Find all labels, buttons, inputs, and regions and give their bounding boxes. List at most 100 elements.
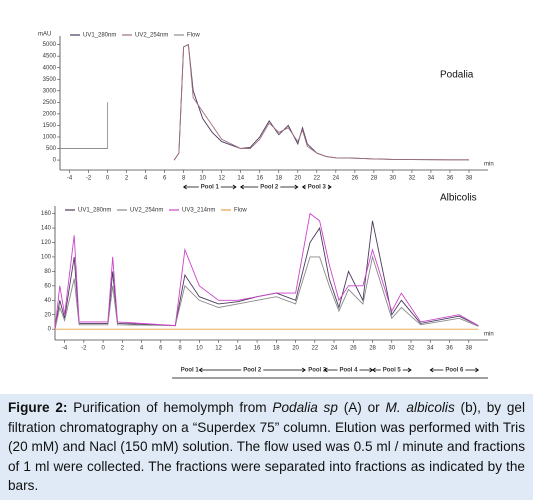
pool-label: Pool 1 <box>181 368 200 374</box>
pool-arrow <box>198 367 306 373</box>
y-axis-label: mAU <box>38 32 51 38</box>
series-line <box>173 43 469 161</box>
x-tick-label: -4 <box>67 176 73 182</box>
series-line <box>54 212 479 330</box>
x-tick-label: 20 <box>294 176 301 182</box>
y-tick-label: 0 <box>48 327 52 333</box>
x-tick-label: 8 <box>178 346 182 352</box>
pool-arrow <box>429 367 480 373</box>
caption-label: Figure 2: <box>8 400 68 415</box>
caption-text: Podalia sp <box>272 400 338 415</box>
pool-label-bg <box>241 366 264 374</box>
x-tick-label: 6 <box>159 346 163 352</box>
caption-text: Purification of hemolymph from <box>67 400 273 415</box>
y-tick-label: 160 <box>41 211 52 217</box>
x-tick-label: 6 <box>163 176 167 182</box>
x-tick-label: 24 <box>331 346 338 352</box>
x-tick-label: 22 <box>313 176 320 182</box>
x-tick-label: 18 <box>273 346 280 352</box>
x-tick-label: 18 <box>275 176 282 182</box>
x-tick-label: 12 <box>215 346 222 352</box>
series-line <box>173 43 469 161</box>
x-tick-label: 4 <box>144 176 148 182</box>
legend-label: Flow <box>234 208 247 214</box>
x-axis-label: min <box>484 332 494 338</box>
pool-arrow <box>239 184 299 190</box>
legend-label: UV1_280nm <box>83 33 116 39</box>
chart-title: Podalia <box>440 70 474 81</box>
x-tick-label: 14 <box>234 346 241 352</box>
pool-label: Pool 1 <box>201 185 220 191</box>
pool-label: Pool 2 <box>260 185 279 191</box>
legend-label: UV3_214nm <box>182 208 215 214</box>
x-tick-label: 16 <box>254 346 261 352</box>
x-tick-label: 36 <box>447 176 454 182</box>
x-tick-label: 20 <box>292 346 299 352</box>
x-tick-label: 24 <box>332 176 339 182</box>
y-tick-label: 1000 <box>43 135 57 141</box>
x-tick-label: 26 <box>352 176 359 182</box>
pool-label-bg <box>380 366 403 374</box>
x-tick-label: -2 <box>86 176 92 182</box>
chart-title: Albicolis <box>440 193 477 204</box>
y-tick-label: 1500 <box>43 123 57 129</box>
legend-label: UV1_280nm <box>78 208 111 214</box>
pool-label-bg <box>305 183 328 191</box>
pool-label: Pool 5 <box>383 368 402 374</box>
pool-label-bg <box>198 183 221 191</box>
y-tick-label: 500 <box>46 146 57 152</box>
x-tick-label: 0 <box>101 346 105 352</box>
x-tick-label: 30 <box>390 176 397 182</box>
pool-label: Pool 3 <box>308 368 327 374</box>
caption: Figure 2: Purification of hemolymph from… <box>0 394 533 500</box>
y-tick-label: 100 <box>41 255 52 261</box>
pool-label-bg <box>178 366 201 374</box>
x-tick-label: 36 <box>446 346 453 352</box>
x-tick-label: 0 <box>106 176 110 182</box>
x-tick-label: 32 <box>408 346 415 352</box>
pool-label: Pool 4 <box>339 368 358 374</box>
x-tick-label: 10 <box>196 346 203 352</box>
x-tick-label: -2 <box>81 346 87 352</box>
x-tick-label: 2 <box>125 176 129 182</box>
x-tick-label: 16 <box>256 176 263 182</box>
x-tick-label: 32 <box>409 176 416 182</box>
x-tick-label: 14 <box>237 176 244 182</box>
x-tick-label: 4 <box>140 346 144 352</box>
pool-label-bg <box>306 366 329 374</box>
series-line <box>54 255 479 330</box>
x-tick-label: 28 <box>371 176 378 182</box>
x-tick-label: 38 <box>465 346 472 352</box>
caption-text: (A) or <box>337 400 386 415</box>
pool-label: Pool 6 <box>445 368 464 374</box>
y-tick-label: 4000 <box>43 65 57 71</box>
y-tick-label: 2000 <box>43 111 57 117</box>
caption-text: (b), by gel filtration chromatography on… <box>8 400 526 493</box>
figure: 0500100015002000250030003500400045005000… <box>38 32 494 379</box>
y-tick-label: 40 <box>44 298 51 304</box>
legend-label: UV2_254nm <box>130 208 163 214</box>
x-tick-label: 26 <box>350 346 357 352</box>
pool-label: Pool 3 <box>308 185 327 191</box>
pool-label-bg <box>337 366 360 374</box>
x-axis-label: min <box>484 162 494 168</box>
y-tick-label: 5000 <box>43 42 57 48</box>
y-tick-label: 60 <box>44 283 51 289</box>
x-tick-label: 38 <box>466 176 473 182</box>
pool-label: Pool 2 <box>243 368 262 374</box>
y-tick-label: 4500 <box>43 54 57 60</box>
x-tick-label: 34 <box>428 176 435 182</box>
x-tick-label: 8 <box>182 176 186 182</box>
pool-arrow <box>182 184 237 190</box>
caption-text: M. albicolis <box>385 400 455 415</box>
y-tick-label: 3000 <box>43 88 57 94</box>
y-tick-label: 140 <box>41 226 52 232</box>
pool-label-bg <box>258 183 281 191</box>
y-tick-label: 80 <box>44 269 51 275</box>
x-tick-label: -4 <box>62 346 68 352</box>
x-tick-label: 30 <box>388 346 395 352</box>
y-tick-label: 0 <box>53 158 57 164</box>
y-tick-label: 120 <box>41 240 52 246</box>
pool-arrow <box>301 184 332 190</box>
